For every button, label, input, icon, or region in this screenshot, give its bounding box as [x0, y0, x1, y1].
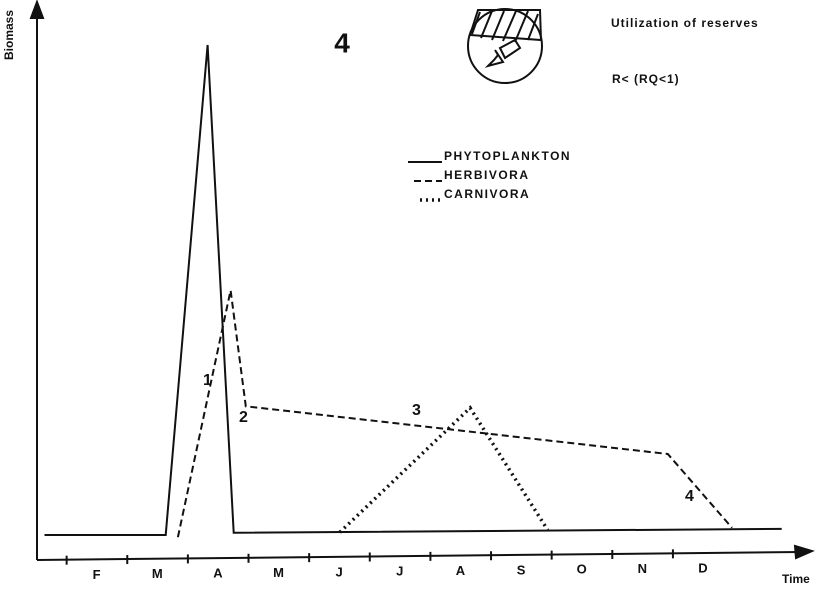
annotation: 3 [412, 402, 421, 419]
annotation: 4 [685, 488, 694, 505]
annotation: 2 [239, 409, 248, 426]
annotation: 1 [203, 372, 212, 389]
series-line [176, 290, 733, 538]
x-tick-label: A [213, 566, 223, 581]
annotation: Utilization of reserves [611, 16, 759, 30]
legend-label: HERBIVORA [444, 168, 530, 182]
x-tick-label: N [638, 561, 647, 576]
x-tick-label: M [273, 565, 284, 580]
x-tick-label: O [577, 562, 587, 577]
chart-title: 4 [334, 27, 350, 58]
x-tick-label: M [152, 566, 163, 581]
legend-label: PHYTOPLANKTON [444, 149, 571, 163]
x-tick-label: S [517, 562, 526, 577]
x-tick-label: D [698, 560, 707, 575]
x-tick-label: F [93, 567, 101, 582]
series-line [338, 405, 550, 534]
x-tick-label: A [456, 563, 466, 578]
x-axis-label: Time [782, 572, 810, 586]
y-axis-label: Biomass [2, 10, 16, 60]
x-tick-label: J [396, 564, 403, 579]
legend-label: CARNIVORA [444, 187, 530, 201]
x-tick-label: J [336, 564, 343, 579]
series-line [44, 44, 782, 536]
reserve-icon [467, 8, 543, 84]
annotation: R< (RQ<1) [612, 72, 680, 86]
